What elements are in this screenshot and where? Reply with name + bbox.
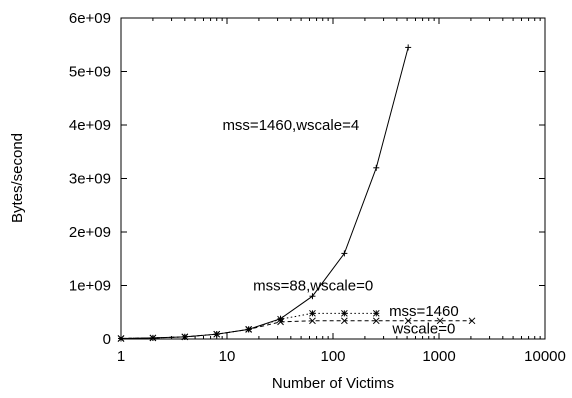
series-3-point: [372, 317, 380, 325]
series-layer: [117, 44, 476, 342]
series-3-point: [309, 317, 316, 325]
series-2-point: [341, 309, 348, 317]
annotation-2: mss=88,wscale=0: [253, 278, 373, 295]
series-3-point: [149, 334, 157, 342]
x-tick-label: 100: [320, 348, 345, 365]
series-1-point: [309, 293, 316, 300]
y-axis-label: Bytes/second: [9, 133, 26, 223]
annotation-3: mss=1460: [389, 303, 459, 320]
series-3-point: [404, 317, 412, 325]
plot-frame: [120, 17, 546, 340]
series-3-point: [277, 318, 284, 326]
ticks-layer: 0 1e+09 2e+09 3e+09 4e+09 5e+09 6e+09 1 10 100 100…: [69, 10, 566, 365]
y-tick-label: 3e+09: [69, 171, 111, 188]
x-tick-label: 10000: [524, 348, 566, 365]
y-tick-label: 5e+09: [69, 64, 111, 81]
series-3-line: [120, 320, 472, 339]
series-2-point: [372, 309, 380, 317]
series-3-point: [468, 317, 476, 325]
series-3-point: [436, 317, 444, 325]
series-3-point: [245, 326, 252, 333]
series-3-point: [213, 330, 221, 338]
y-tick-label: 0: [103, 331, 111, 348]
series-1-point: [405, 44, 412, 51]
y-tick-label: 2e+09: [69, 224, 111, 241]
series-3-point: [341, 317, 348, 325]
y-tick-label: 4e+09: [69, 117, 111, 134]
annotation-4: wscale=0: [391, 320, 455, 337]
y-tick-label: 1e+09: [69, 278, 111, 295]
y-tick-label: 6e+09: [69, 10, 111, 27]
series-2-line: [120, 312, 377, 339]
x-axis-label: Number of Victims: [272, 375, 394, 392]
series-1-line: [120, 47, 409, 339]
series-2-point: [309, 309, 316, 317]
series-1-point: [341, 250, 348, 257]
x-tick-label: 1000: [422, 348, 455, 365]
x-tick-label: 10: [219, 348, 236, 365]
x-tick-label: 1: [117, 348, 125, 365]
annotation-1: mss=1460,wscale=4: [222, 117, 359, 134]
series-1-point: [373, 164, 380, 171]
annotation-layer: mss=1460,wscale=4 mss=88,wscale=0 mss=1460…: [222, 117, 458, 337]
